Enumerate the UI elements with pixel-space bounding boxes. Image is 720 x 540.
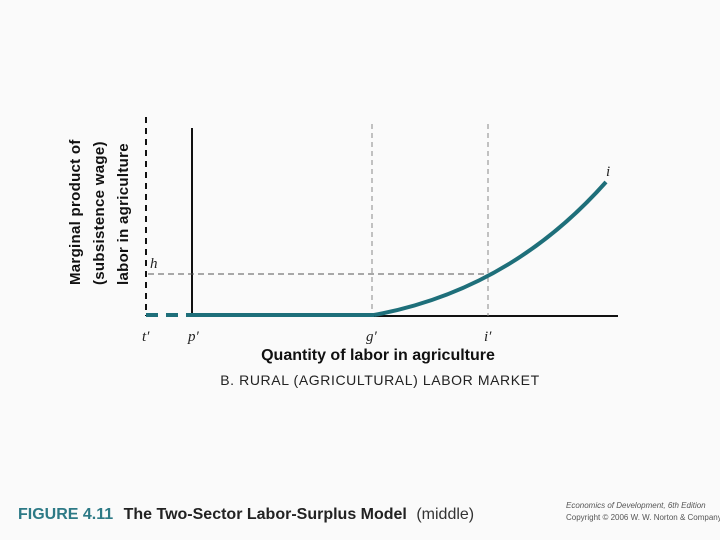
label-i-curve: i bbox=[606, 164, 610, 180]
label-i-prime: i′ bbox=[484, 329, 492, 345]
label-h: h bbox=[150, 256, 158, 272]
x-axis-label: Quantity of labor in agriculture bbox=[261, 347, 495, 364]
figure-note: (middle) bbox=[416, 506, 474, 523]
label-p-prime: p′ bbox=[187, 329, 200, 345]
label-t-prime: t′ bbox=[142, 329, 150, 345]
y-axis-label: Marginal product of (subsistence wage) l… bbox=[67, 139, 132, 285]
label-g-prime: g′ bbox=[366, 329, 378, 345]
y-axis-label-line-2: (subsistence wage) bbox=[91, 141, 108, 285]
mp-curve-rising bbox=[373, 180, 608, 317]
figure-number: FIGURE 4.11 bbox=[18, 506, 113, 523]
credit-line-1: Economics of Development, 6th Edition bbox=[566, 501, 706, 510]
caption-line: FIGURE 4.11 The Two-Sector Labor-Surplus… bbox=[18, 506, 474, 523]
panel-title: B. RURAL (AGRICULTURAL) LABOR MARKET bbox=[220, 372, 540, 388]
y-axis-label-line-3: labor in agriculture bbox=[115, 143, 132, 285]
figure-title: The Two-Sector Labor-Surplus Model bbox=[124, 506, 407, 523]
figure-caption: FIGURE 4.11 The Two-Sector Labor-Surplus… bbox=[18, 506, 474, 523]
credit-line-2: Copyright © 2006 W. W. Norton & Company bbox=[566, 513, 720, 522]
y-axis-label-line-1: Marginal product of bbox=[67, 139, 84, 285]
